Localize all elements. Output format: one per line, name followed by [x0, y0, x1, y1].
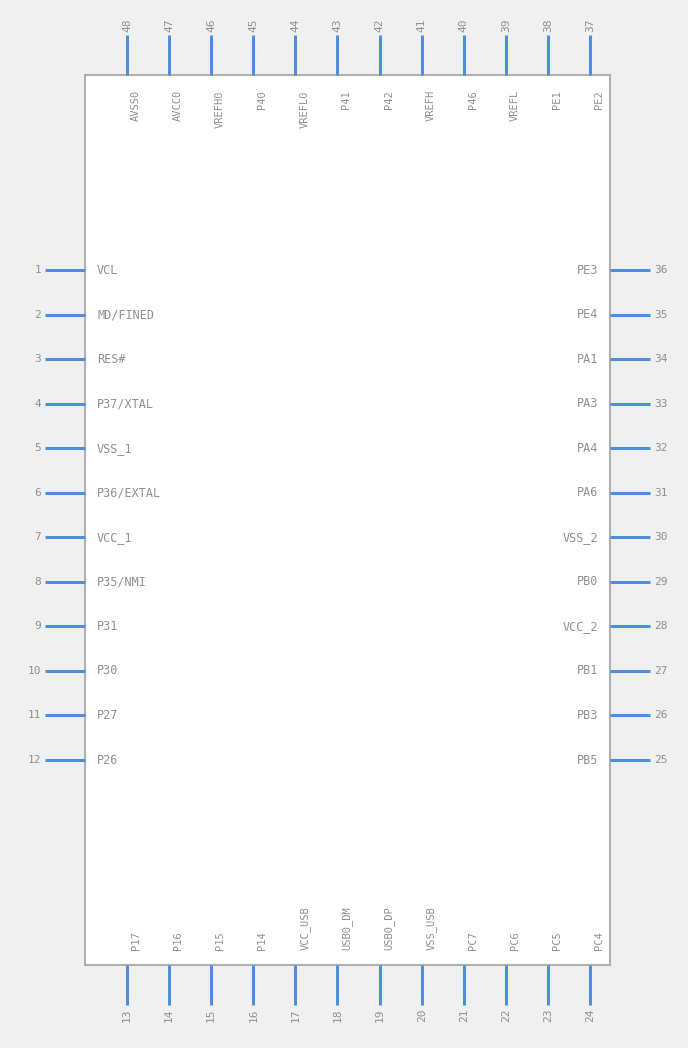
Text: 25: 25: [654, 755, 667, 765]
Text: 17: 17: [290, 1008, 301, 1022]
Text: PB5: PB5: [577, 754, 598, 766]
Text: 27: 27: [654, 665, 667, 676]
Text: P36/EXTAL: P36/EXTAL: [97, 486, 161, 499]
Text: 45: 45: [248, 19, 258, 32]
Text: PC5: PC5: [552, 932, 562, 949]
Text: 48: 48: [122, 19, 132, 32]
Text: 30: 30: [654, 532, 667, 542]
Text: 38: 38: [543, 19, 553, 32]
Text: P46: P46: [468, 90, 477, 109]
Text: VREFH0: VREFH0: [215, 90, 225, 128]
Text: P26: P26: [97, 754, 118, 766]
Text: 1: 1: [34, 265, 41, 275]
Text: VCC_1: VCC_1: [97, 530, 133, 544]
Text: PC4: PC4: [594, 932, 604, 949]
Text: MD/FINED: MD/FINED: [97, 308, 154, 321]
Text: VREFH: VREFH: [426, 90, 436, 122]
Text: 3: 3: [34, 354, 41, 364]
Text: 18: 18: [332, 1008, 343, 1022]
Text: VREFL0: VREFL0: [299, 90, 310, 128]
Text: PB0: PB0: [577, 575, 598, 588]
Text: P17: P17: [131, 932, 141, 949]
Text: 31: 31: [654, 487, 667, 498]
Text: 4: 4: [34, 398, 41, 409]
Text: VSS_2: VSS_2: [562, 530, 598, 544]
Bar: [85, 75, 610, 965]
Text: USB0_DM: USB0_DM: [341, 907, 352, 949]
Text: 44: 44: [290, 19, 301, 32]
Text: 37: 37: [585, 19, 595, 32]
Text: P14: P14: [257, 932, 267, 949]
Text: PB1: PB1: [577, 664, 598, 677]
Text: PE2: PE2: [594, 90, 604, 109]
Text: 33: 33: [654, 398, 667, 409]
Text: P35/NMI: P35/NMI: [97, 575, 147, 588]
Text: P37/XTAL: P37/XTAL: [97, 397, 154, 410]
Text: 34: 34: [654, 354, 667, 364]
Text: 26: 26: [654, 711, 667, 720]
Text: VREFL: VREFL: [510, 90, 520, 122]
Text: PA6: PA6: [577, 486, 598, 499]
Text: 15: 15: [206, 1008, 216, 1022]
Text: 40: 40: [459, 19, 469, 32]
Text: 28: 28: [654, 621, 667, 631]
Text: 12: 12: [28, 755, 41, 765]
Text: VCC_2: VCC_2: [562, 619, 598, 633]
Text: 21: 21: [459, 1008, 469, 1022]
Text: 29: 29: [654, 576, 667, 587]
Text: PE3: PE3: [577, 263, 598, 277]
Text: 10: 10: [28, 665, 41, 676]
Text: P31: P31: [97, 619, 118, 633]
Text: 39: 39: [501, 19, 510, 32]
Text: VSS_USB: VSS_USB: [426, 907, 437, 949]
Text: USB0_DP: USB0_DP: [383, 907, 394, 949]
Text: AVSS0: AVSS0: [131, 90, 141, 122]
Text: 14: 14: [164, 1008, 174, 1022]
Text: VCC_USB: VCC_USB: [299, 907, 310, 949]
Text: 7: 7: [34, 532, 41, 542]
Text: 41: 41: [417, 19, 427, 32]
Text: 5: 5: [34, 443, 41, 453]
Text: 6: 6: [34, 487, 41, 498]
Text: PB3: PB3: [577, 708, 598, 722]
Text: P41: P41: [341, 90, 352, 109]
Text: 2: 2: [34, 309, 41, 320]
Text: 22: 22: [501, 1008, 510, 1022]
Text: 35: 35: [654, 309, 667, 320]
Text: 42: 42: [374, 19, 385, 32]
Text: P40: P40: [257, 90, 267, 109]
Text: 46: 46: [206, 19, 216, 32]
Text: P16: P16: [173, 932, 183, 949]
Text: 23: 23: [543, 1008, 553, 1022]
Text: P42: P42: [383, 90, 394, 109]
Text: PA4: PA4: [577, 441, 598, 455]
Text: PE1: PE1: [552, 90, 562, 109]
Text: 36: 36: [654, 265, 667, 275]
Text: 47: 47: [164, 19, 174, 32]
Text: P30: P30: [97, 664, 118, 677]
Text: P15: P15: [215, 932, 225, 949]
Text: 13: 13: [122, 1008, 132, 1022]
Text: 20: 20: [417, 1008, 427, 1022]
Text: 32: 32: [654, 443, 667, 453]
Text: PA3: PA3: [577, 397, 598, 410]
Text: 43: 43: [332, 19, 343, 32]
Text: 24: 24: [585, 1008, 595, 1022]
Text: RES#: RES#: [97, 352, 125, 366]
Text: PC6: PC6: [510, 932, 520, 949]
Text: 9: 9: [34, 621, 41, 631]
Text: PE4: PE4: [577, 308, 598, 321]
Text: VSS_1: VSS_1: [97, 441, 133, 455]
Text: 19: 19: [374, 1008, 385, 1022]
Text: PC7: PC7: [468, 932, 477, 949]
Text: P27: P27: [97, 708, 118, 722]
Text: VCL: VCL: [97, 263, 118, 277]
Text: AVCC0: AVCC0: [173, 90, 183, 122]
Text: PA1: PA1: [577, 352, 598, 366]
Text: 16: 16: [248, 1008, 258, 1022]
Text: 8: 8: [34, 576, 41, 587]
Text: 11: 11: [28, 711, 41, 720]
